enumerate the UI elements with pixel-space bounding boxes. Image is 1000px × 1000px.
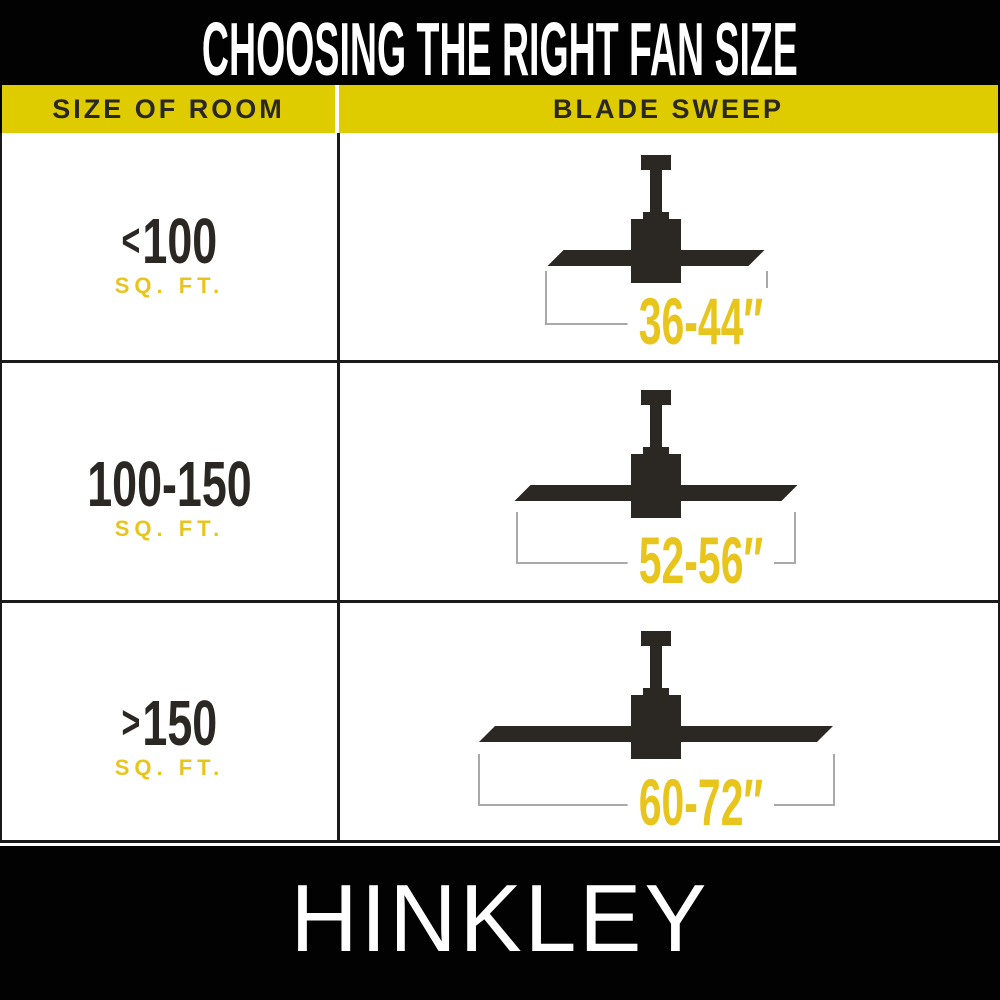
fan-figure: 36-44″ — [476, 155, 836, 355]
table-row: <100 SQ. FT. 36-44″ — [2, 133, 998, 363]
sweep-range-label: 36-44″ — [627, 288, 775, 355]
less-than-symbol: < — [121, 214, 141, 266]
blade-sweep-cell: 36-44″ — [340, 133, 998, 360]
greater-than-symbol: > — [121, 695, 141, 748]
measurement-bracket: 60-72″ — [477, 754, 835, 836]
room-size-number: 150 — [142, 686, 218, 759]
room-size-value: <100 — [122, 209, 218, 273]
room-size-number: 100-150 — [87, 447, 252, 520]
column-header-row: SIZE OF ROOM BLADE SWEEP — [0, 85, 1000, 133]
sweep-range-label: 52-56″ — [627, 527, 775, 594]
page-title: CHOOSING THE RIGHT FAN SIZE — [202, 7, 798, 91]
room-size-cell: 100-150 SQ. FT. — [2, 363, 340, 600]
room-unit-label: SQ. FT. — [114, 273, 225, 298]
sweep-range-label: 60-72″ — [627, 769, 775, 836]
room-size-cell: >150 SQ. FT. — [2, 603, 340, 840]
blade-sweep-cell: 60-72″ — [340, 603, 998, 840]
room-unit-label: SQ. FT. — [114, 515, 225, 541]
measurement-bracket: 36-44″ — [544, 271, 775, 355]
room-size-value: 100-150 — [87, 452, 251, 516]
blade-sweep-cell: 52-56″ — [340, 363, 998, 600]
table-body: <100 SQ. FT. 36-44″ 100-150 SQ. FT. — [0, 133, 1000, 843]
measurement-bracket: 52-56″ — [516, 512, 796, 594]
fan-figure: 52-56″ — [476, 390, 836, 594]
room-unit-label: SQ. FT. — [114, 754, 225, 780]
ceiling-fan-icon — [479, 631, 833, 759]
column-header-sweep-label: BLADE SWEEP — [552, 93, 785, 124]
brand-logo-text: HINKLEY — [290, 865, 710, 972]
column-header-sweep-cell: BLADE SWEEP — [339, 85, 998, 133]
ceiling-fan-icon — [547, 155, 765, 283]
ceiling-fan-icon — [514, 390, 798, 518]
footer-gap — [0, 843, 1000, 846]
column-header-room-label: SIZE OF ROOM — [52, 93, 285, 124]
brand-bar: HINKLEY — [0, 846, 1000, 1000]
room-size-value: >150 — [122, 691, 218, 755]
room-size-cell: <100 SQ. FT. — [2, 133, 340, 360]
room-size-number: 100 — [142, 205, 218, 277]
column-header-room-cell: SIZE OF ROOM — [2, 85, 339, 133]
fan-figure: 60-72″ — [476, 631, 836, 836]
title-bar: CHOOSING THE RIGHT FAN SIZE — [0, 0, 1000, 91]
table-row: 100-150 SQ. FT. 52-56″ — [2, 363, 998, 603]
table-row: >150 SQ. FT. 60-72″ — [2, 603, 998, 843]
